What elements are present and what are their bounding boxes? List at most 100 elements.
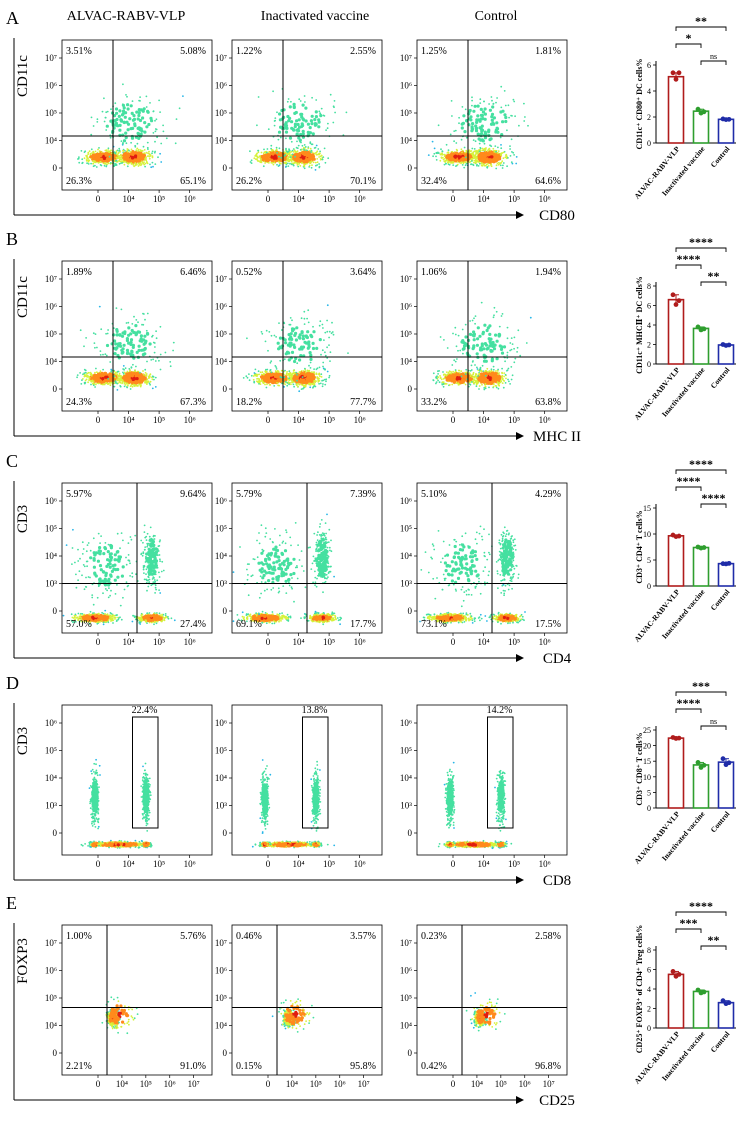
event-dot — [289, 151, 291, 154]
event-dot — [254, 158, 257, 161]
event-dot — [347, 352, 349, 354]
event-dot — [90, 162, 92, 165]
event-dot — [485, 147, 487, 149]
x-tick-label: 10⁶ — [354, 415, 366, 425]
event-dot — [120, 618, 123, 621]
event-dot — [157, 156, 159, 159]
y-tick-label: 10⁵ — [45, 329, 57, 339]
event-dot — [276, 111, 278, 114]
event-dot — [439, 336, 442, 338]
event-dot — [437, 379, 439, 382]
event-dot — [122, 150, 125, 152]
event-dot — [155, 128, 158, 131]
event-dot — [323, 115, 326, 117]
event-dot — [125, 120, 129, 124]
event-dot — [500, 144, 502, 146]
event-dot — [312, 330, 316, 334]
event-dot — [500, 85, 503, 88]
event-dot — [139, 375, 143, 379]
event-dot — [495, 164, 498, 167]
y-axis-label: CD11c — [15, 55, 31, 97]
event-dot — [267, 349, 269, 352]
event-dot — [279, 378, 283, 382]
event-dot — [108, 151, 111, 154]
event-dot — [102, 162, 105, 165]
event-dot — [266, 158, 270, 162]
event-dot — [273, 124, 276, 127]
event-dot — [151, 152, 153, 155]
event-dot — [472, 338, 476, 342]
event-dot — [101, 377, 105, 381]
event-dot — [329, 351, 332, 354]
event-dot — [118, 128, 122, 132]
event-dot — [314, 110, 318, 114]
event-dot — [175, 118, 178, 120]
event-dot — [130, 141, 133, 144]
event-dot — [125, 142, 128, 145]
event-dot — [134, 144, 137, 147]
event-dot — [467, 338, 471, 342]
event-dot — [144, 165, 147, 168]
event-dot — [502, 164, 504, 167]
event-dot — [301, 156, 306, 160]
event-dot — [154, 346, 156, 348]
event-dot — [474, 315, 477, 317]
event-dot — [469, 375, 472, 378]
event-dot — [510, 161, 513, 164]
event-dot — [499, 136, 502, 139]
y-tick-label: 0 — [53, 384, 58, 394]
event-dot — [151, 161, 154, 164]
x-tick-label: 10⁴ — [292, 415, 304, 425]
event-dot — [120, 156, 122, 159]
event-dot — [308, 166, 311, 168]
event-dot — [307, 147, 310, 150]
event-dot — [298, 98, 301, 101]
quadrant-lower-right: 77.7% — [350, 397, 376, 408]
event-dot — [288, 377, 290, 380]
event-dot — [126, 154, 130, 158]
y-axis-label: CD3 — [15, 505, 31, 533]
event-dot — [442, 158, 445, 161]
event-dot — [314, 379, 316, 382]
event-dot — [306, 153, 310, 158]
event-dot — [451, 115, 453, 117]
event-dot — [143, 149, 146, 151]
event-dot — [151, 387, 154, 390]
event-dot — [273, 154, 277, 158]
event-dot — [92, 384, 95, 387]
y-tick-label: 10⁶ — [400, 81, 412, 91]
event-dot — [293, 111, 297, 115]
event-dot — [439, 375, 441, 377]
event-dot — [149, 380, 152, 383]
event-dot — [492, 147, 495, 150]
event-dot — [457, 349, 459, 352]
event-dot — [95, 383, 97, 386]
event-dot — [125, 337, 129, 341]
event-dot — [145, 374, 147, 376]
event-dot — [307, 345, 311, 349]
event-dot — [256, 375, 258, 377]
event-dot — [516, 351, 518, 353]
event-dot — [122, 374, 127, 379]
event-dot — [502, 162, 505, 164]
event-dot — [492, 385, 495, 388]
x-tick-label: 10⁵ — [323, 194, 335, 204]
event-dot — [319, 112, 321, 114]
x-tick-label: 10⁴ — [292, 194, 304, 204]
event-dot — [89, 373, 92, 376]
y-tick-label: 10⁶ — [215, 302, 227, 312]
event-dot — [104, 609, 107, 612]
event-dot — [460, 138, 463, 141]
event-dot — [143, 121, 147, 125]
x-tick-label: 10⁶ — [539, 194, 551, 204]
event-dot — [136, 371, 140, 376]
event-dot — [145, 159, 148, 162]
event-dot — [258, 380, 261, 382]
quadrant-lower-left: 18.2% — [236, 397, 262, 408]
event-dot — [484, 359, 488, 363]
event-dot — [140, 164, 142, 167]
event-dot — [474, 322, 476, 325]
event-dot — [102, 353, 104, 356]
event-dot — [159, 368, 162, 371]
